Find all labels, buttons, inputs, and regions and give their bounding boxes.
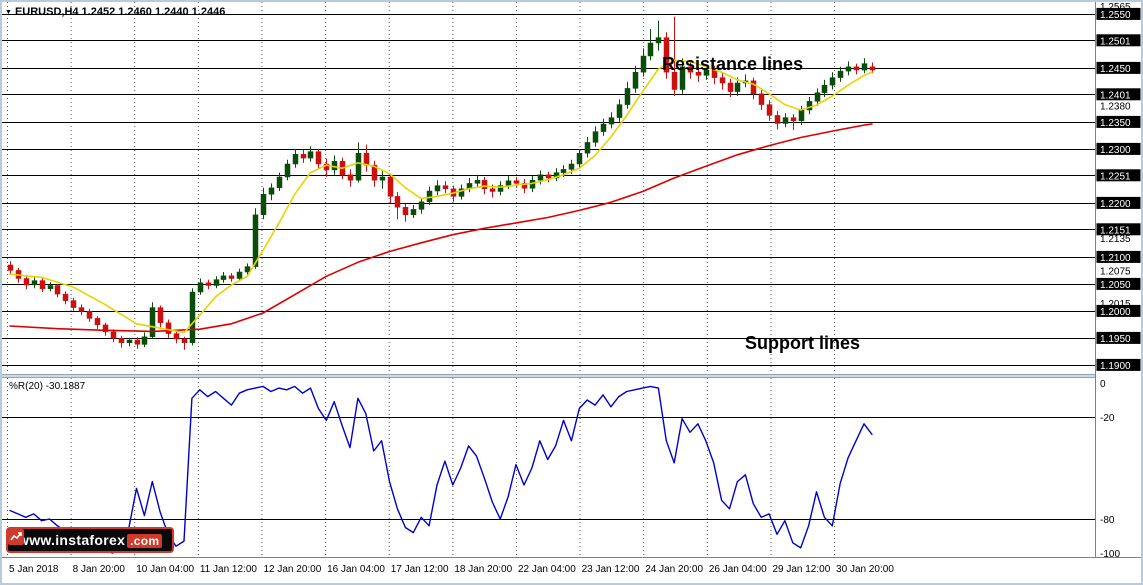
candles bbox=[7, 16, 876, 350]
price-line-label bbox=[1096, 304, 1141, 317]
price-line-label-text: 1.2251 bbox=[1100, 171, 1131, 182]
price-line-label bbox=[1096, 169, 1141, 182]
price-line-label-text: 1.1900 bbox=[1100, 361, 1131, 372]
price-line-label-text: 1.2100 bbox=[1100, 253, 1131, 264]
price-line-label-text: 1.2501 bbox=[1100, 36, 1131, 47]
indicator-tick-label: -20 bbox=[1100, 413, 1115, 424]
indicator-tick-label: -100 bbox=[1100, 549, 1120, 557]
indicator-canvas bbox=[2, 378, 1095, 557]
chart-title-text: EURUSD,H4 1.2452 1.2460 1.2440 1.2446 bbox=[14, 6, 226, 18]
indicator-tick-label: -80 bbox=[1100, 515, 1115, 526]
time-label: 10 Jan 04:00 bbox=[136, 564, 195, 575]
williams-r-line bbox=[9, 385, 873, 554]
indicator-label: %R(20) -30.1887 bbox=[9, 381, 86, 392]
price-line-label bbox=[1096, 358, 1141, 371]
logo-text-com: .com bbox=[127, 534, 163, 548]
time-label: 8 Jan 20:00 bbox=[72, 564, 125, 575]
indicator-pane[interactable]: %R(20) -30.1887 www.instaforex .com bbox=[2, 378, 1095, 557]
price-tick-label: 1.2135 bbox=[1100, 234, 1131, 245]
price-line-label bbox=[1096, 196, 1141, 209]
time-label: 24 Jan 20:00 bbox=[645, 564, 704, 575]
price-line-label bbox=[1096, 331, 1141, 344]
time-label: 22 Jan 04:00 bbox=[517, 564, 576, 575]
price-axis[interactable]: 1.2550 1.2501 1.2450 1.2401 1.2350 1.2300 1.22… bbox=[1095, 2, 1141, 557]
instaforex-logo: www.instaforex .com bbox=[6, 527, 175, 553]
logo-text: www.instaforex .com bbox=[18, 532, 163, 548]
ma-slow-line bbox=[9, 123, 873, 333]
price-line-label-text: 1.2000 bbox=[1100, 307, 1131, 318]
price-line-label bbox=[1096, 61, 1141, 74]
price-tick-label: 1.2075 bbox=[1100, 266, 1131, 277]
price-chart-canvas bbox=[2, 2, 1095, 374]
chart-title: ▼ EURUSD,H4 1.2452 1.2460 1.2440 1.2446 bbox=[5, 6, 225, 18]
price-tick-label: 1.2380 bbox=[1100, 102, 1131, 113]
time-axis[interactable]: 5 Jan 2018 8 Jan 20:00 10 Jan 04:00 11 Jan … bbox=[2, 557, 1141, 583]
price-line-label bbox=[1096, 142, 1141, 155]
ma-fast-line bbox=[9, 59, 873, 334]
indicator-level-lines bbox=[2, 417, 1095, 520]
price-line-label-text: 1.2300 bbox=[1100, 145, 1131, 156]
price-line-label-text: 1.2050 bbox=[1100, 280, 1131, 291]
price-line-label-text: 1.2450 bbox=[1100, 64, 1131, 75]
indicator-tick-label: 0 bbox=[1100, 379, 1106, 390]
time-label: 29 Jan 12:00 bbox=[772, 564, 831, 575]
price-axis-canvas: 1.2550 1.2501 1.2450 1.2401 1.2350 1.2300 1.22… bbox=[1096, 2, 1141, 557]
logo-text-main: www.instaforex bbox=[18, 532, 126, 548]
price-line-label-text: 1.1950 bbox=[1100, 334, 1131, 345]
price-line-label bbox=[1096, 223, 1141, 236]
price-line-label-text: 1.2350 bbox=[1100, 118, 1131, 129]
price-line-label bbox=[1096, 277, 1141, 290]
time-label: 17 Jan 12:00 bbox=[390, 564, 449, 575]
time-label: 30 Jan 20:00 bbox=[836, 564, 894, 575]
support-annotation: Support lines bbox=[745, 333, 861, 353]
time-label: 5 Jan 2018 bbox=[9, 564, 59, 575]
price-line-label bbox=[1096, 115, 1141, 128]
price-line-label-text: 1.2200 bbox=[1100, 199, 1131, 210]
price-line-label-text: 1.2151 bbox=[1100, 225, 1131, 236]
time-label: 16 Jan 04:00 bbox=[327, 564, 385, 575]
price-line-label bbox=[1096, 7, 1141, 20]
chart-marker-icon: ▼ bbox=[5, 8, 12, 16]
pane-separator[interactable] bbox=[2, 374, 1141, 378]
price-tick-label: 1.2015 bbox=[1100, 299, 1131, 310]
price-line-label-text: 1.2401 bbox=[1100, 90, 1131, 101]
main-chart-pane[interactable]: ▼ EURUSD,H4 1.2452 1.2460 1.2440 1.2446 … bbox=[2, 2, 1095, 374]
price-line-label-text: 1.2550 bbox=[1100, 10, 1131, 21]
price-line-label bbox=[1096, 88, 1141, 101]
time-label: 11 Jan 12:00 bbox=[199, 564, 257, 575]
time-label: 23 Jan 12:00 bbox=[581, 564, 640, 575]
time-label: 12 Jan 20:00 bbox=[263, 564, 322, 575]
price-line-label bbox=[1096, 34, 1141, 47]
time-label: 26 Jan 04:00 bbox=[708, 564, 767, 575]
horizontal-level-lines[interactable] bbox=[2, 14, 1095, 366]
resistance-annotation: Resistance lines bbox=[662, 54, 804, 74]
price-tick-label: 1.2565 bbox=[1100, 2, 1131, 13]
price-line-label bbox=[1096, 250, 1141, 263]
time-label: 18 Jan 20:00 bbox=[454, 564, 513, 575]
